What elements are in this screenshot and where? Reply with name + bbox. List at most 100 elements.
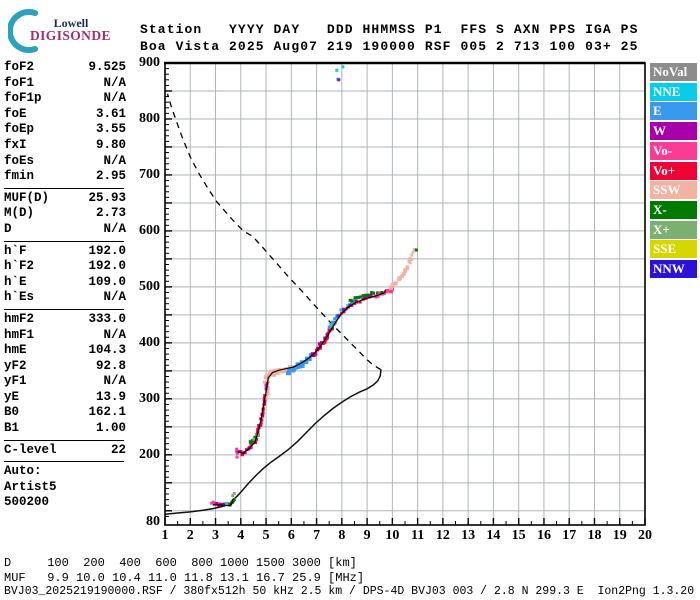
parameter-row: foF2 9.525: [4, 60, 126, 76]
parameter-value: N/A: [103, 91, 126, 106]
header-columns-line: Station YYYY DAY DDD HHMMSS P1 FFS S AXN…: [140, 22, 639, 37]
parameter-row: fxI 9.80: [4, 138, 126, 154]
panel-divider: [4, 461, 124, 463]
parameter-value: 192.0: [88, 243, 126, 258]
parameter-value: 104.3: [88, 343, 126, 358]
y-tick-label: 800: [139, 110, 160, 126]
parameter-value: 109.0: [88, 274, 126, 289]
parameter-label: yE: [4, 389, 20, 404]
parameter-label: foF2: [4, 60, 35, 74]
station-header: Station YYYY DAY DDD HHMMSS P1 FFS S AXN…: [140, 21, 638, 55]
x-tick-label: 4: [237, 528, 245, 543]
x-tick-label: 13: [461, 528, 476, 543]
parameter-label: Artist5: [4, 479, 57, 494]
parameter-label: foEs: [4, 153, 35, 168]
parameter-value: 192.0: [88, 259, 126, 274]
legend-item-x-: X-: [650, 200, 697, 219]
parameter-label: h`Es: [4, 290, 35, 305]
parameter-label: M(D): [4, 206, 35, 221]
parameter-row: yF1 N/A: [4, 374, 126, 390]
parameter-row: M(D) 2.73: [4, 206, 126, 222]
panel-divider: [4, 187, 124, 189]
parameter-row: h`E 109.0: [4, 275, 126, 291]
parameter-row: foEs N/A: [4, 154, 126, 170]
parameter-label: D: [4, 221, 12, 236]
parameter-label: hmF2: [4, 311, 35, 326]
header-values-line: Boa Vista 2025 Aug07 219 190000 RSF 005 …: [140, 39, 639, 54]
panel-divider: [4, 308, 124, 310]
parameter-label: fmin: [4, 169, 35, 184]
parameter-row: foF1 N/A: [4, 76, 126, 92]
parameter-value: N/A: [103, 327, 126, 342]
y-tick-label: 600: [139, 222, 160, 238]
legend-item-nne: NNE: [650, 82, 697, 101]
parameter-value: N/A: [103, 153, 126, 168]
x-tick-label: 2: [186, 528, 194, 543]
parameter-value: N/A: [103, 75, 126, 90]
y-tick-label: 300: [139, 390, 160, 406]
parameter-label: foE: [4, 106, 27, 121]
parameter-row: hmF2 333.0: [4, 312, 126, 328]
parameter-row: Auto:: [4, 464, 126, 480]
parameter-value: 3.55: [95, 122, 126, 137]
parameter-value: 13.9: [95, 389, 126, 404]
legend-item-vo+: Vo+: [650, 161, 697, 180]
parameter-value: 2.95: [95, 169, 126, 184]
logo-arc-icon: [8, 9, 38, 53]
x-tick-label: 10: [385, 528, 400, 543]
y-tick-label: 400: [139, 334, 160, 350]
x-tick-label: 12: [435, 528, 450, 543]
panel-divider: [4, 439, 124, 441]
parameter-row: hmF1 N/A: [4, 328, 126, 344]
parameter-value: 1.00: [95, 421, 126, 436]
legend-item-w: W: [650, 122, 697, 141]
parameter-value: 92.8: [95, 358, 126, 373]
panel-divider: [4, 240, 124, 242]
x-tick-label: 20: [638, 528, 652, 543]
x-tick-label: 17: [562, 528, 577, 543]
parameter-label: yF1: [4, 374, 27, 389]
parameter-label: hmE: [4, 343, 27, 358]
legend-item-vo-: Vo-: [650, 141, 697, 160]
muf-row: MUF 9.9 10.0 10.4 11.0 11.8 13.1 16.7 25…: [4, 570, 365, 585]
legend-item-e: E: [650, 102, 697, 121]
parameter-row: Artist5: [4, 480, 126, 496]
parameter-value: 9.525: [88, 60, 126, 74]
parameter-value: N/A: [103, 290, 126, 305]
parameter-row: yE 13.9: [4, 390, 126, 406]
legend-item-sse: SSE: [650, 240, 697, 259]
parameter-value: 25.93: [88, 190, 126, 205]
y-tick-label: 80: [146, 514, 160, 529]
y-tick-label: 200: [139, 446, 160, 462]
parameter-row: B0 162.1: [4, 405, 126, 421]
x-tick-label: 18: [587, 528, 602, 543]
parameter-label: foEp: [4, 122, 35, 137]
x-tick-label: 1: [161, 528, 169, 543]
logo-digisonde-text: DIGISONDE: [30, 28, 111, 43]
parameter-row: foEp 3.55: [4, 122, 126, 138]
parameter-value: 162.1: [88, 405, 126, 420]
parameter-label: foF1p: [4, 91, 42, 106]
parameter-row: hmE 104.3: [4, 343, 126, 359]
logo-lowell-text: Lowell: [53, 16, 89, 30]
legend-item-ssw: SSW: [650, 181, 697, 200]
parameter-label: foF1: [4, 75, 35, 90]
parameter-row: 500200: [4, 495, 126, 511]
status-line: BVJ03_2025219190000.RSF / 380fx512h 50 k…: [4, 585, 695, 598]
parameter-label: h`F: [4, 243, 27, 258]
muf-distance-table: D 100 200 400 600 800 1000 1500 3000 [km…: [4, 556, 364, 585]
parameter-label: MUF(D): [4, 190, 50, 205]
parameter-panel: foF2 9.525 foF1 N/A foF1p N/A foE 3.61 foEp 3.55 f…: [4, 60, 126, 511]
x-tick-label: 16: [536, 528, 551, 543]
parameter-row: MUF(D) 25.93: [4, 191, 126, 207]
x-tick-label: 5: [262, 528, 270, 543]
legend-item-nnw: NNW: [650, 260, 697, 278]
parameter-row: foE 3.61: [4, 107, 126, 123]
x-tick-label: 15: [511, 528, 526, 543]
parameter-label: yF2: [4, 358, 27, 373]
parameter-label: fxI: [4, 137, 27, 152]
legend-item-x+: X+: [650, 220, 697, 239]
d-row: D 100 200 400 600 800 1000 1500 3000 [km…: [4, 556, 357, 570]
parameter-row: h`F2 192.0: [4, 259, 126, 275]
